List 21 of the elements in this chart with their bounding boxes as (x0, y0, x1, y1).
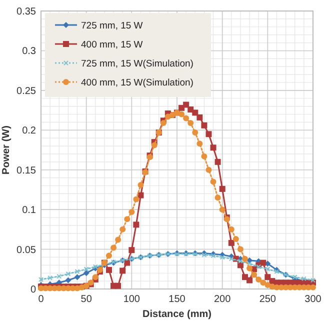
y-tick-label: 0.15 (16, 165, 36, 176)
x-tick-label: 200 (214, 294, 232, 305)
y-tick-label: 0 (30, 284, 36, 296)
legend-label: 725 mm, 15 W (81, 20, 143, 32)
y-tick-label: 0.25 (16, 86, 36, 97)
x-tick-label: 50 (80, 294, 92, 305)
y-tick-label: 0.1 (22, 205, 36, 216)
y-tick-label: 0.05 (16, 244, 36, 256)
x-tick-label: 150 (168, 294, 186, 305)
x-tick-label: 300 (304, 294, 322, 305)
legend-label: 400 mm, 15 W (81, 40, 143, 50)
y-tick-label: 0.2 (22, 126, 36, 137)
y-axis-title: Power (W) (1, 126, 12, 174)
legend-label: 725 mm, 15 W(Simulation) (81, 58, 194, 70)
x-tick-label: 0 (38, 294, 44, 305)
x-tick-label: 250 (259, 294, 276, 305)
legend-label: 400 mm, 15 W(Simulation) (81, 78, 194, 88)
x-axis-title: Distance (mm) (142, 309, 212, 320)
x-tick-label: 100 (123, 294, 140, 305)
y-tick-label: 0.3 (22, 46, 36, 58)
y-tick-label: 0.35 (16, 6, 36, 18)
